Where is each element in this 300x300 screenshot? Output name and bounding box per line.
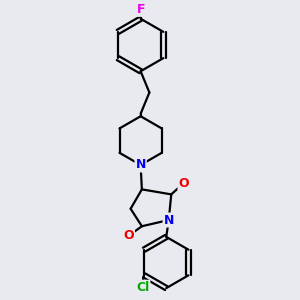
Text: N: N [135, 158, 146, 172]
Text: O: O [123, 229, 134, 242]
Text: F: F [136, 3, 145, 16]
Text: Cl: Cl [136, 281, 149, 294]
Text: N: N [164, 214, 174, 226]
Text: O: O [178, 177, 189, 190]
